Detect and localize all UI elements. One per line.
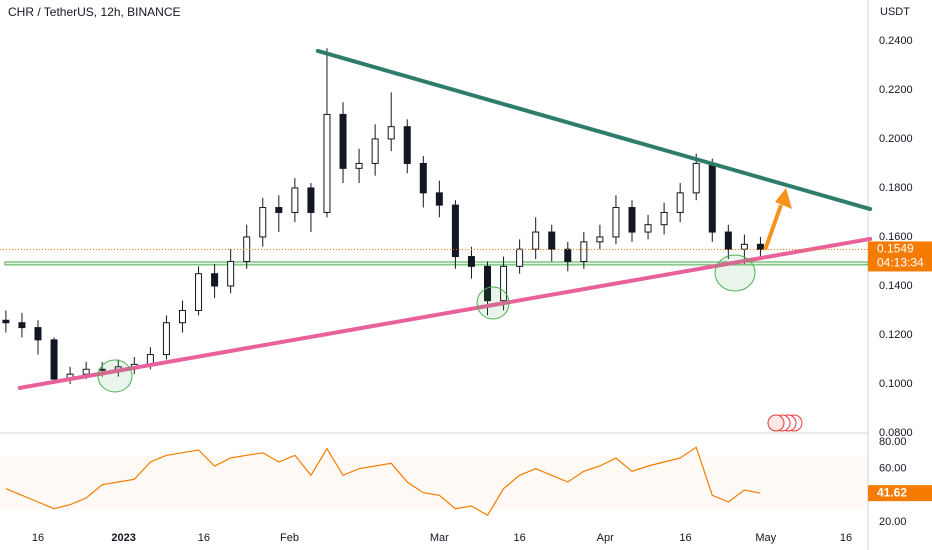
x-tick-label: 16 xyxy=(32,532,44,544)
labels: 16 2023 16 Feb Mar 16 Apr 16 May 16 0.0800 0.1000 0.… xyxy=(32,35,932,544)
rsi-band xyxy=(0,455,868,509)
candle-body xyxy=(692,162,700,194)
y-tick-label: 0.1600 xyxy=(879,231,913,243)
candle-body xyxy=(548,231,556,250)
candle-body xyxy=(419,162,427,194)
y-tick-label: 0.2000 xyxy=(879,133,913,145)
x-tick-label: 16 xyxy=(198,532,210,544)
candle-body xyxy=(227,260,235,287)
candle-body xyxy=(564,248,572,262)
rsi-box xyxy=(868,485,932,502)
candle-body xyxy=(323,113,331,213)
candle-body xyxy=(355,162,363,169)
candle-body xyxy=(34,327,42,341)
candle-body xyxy=(580,241,588,262)
candle-body xyxy=(387,126,395,140)
y-tick-label: 0.1800 xyxy=(879,182,913,194)
y-tick-label: 0.1400 xyxy=(879,280,913,292)
candle-body xyxy=(724,231,732,250)
trendline xyxy=(17,236,873,390)
candle-body xyxy=(596,236,604,243)
candle-body xyxy=(50,339,58,380)
last-price: 0.1549 xyxy=(877,242,914,256)
y-tick-label: 0.2400 xyxy=(879,35,913,47)
trendline xyxy=(315,48,873,212)
candle-body xyxy=(708,162,716,233)
grid xyxy=(0,455,868,509)
chart-title: CHR / TetherUS, 12h, BINANCE xyxy=(8,5,181,19)
rsi-last: 41.62 xyxy=(877,485,907,499)
x-tick-label: Feb xyxy=(280,532,299,544)
y-tick-label: 0.1200 xyxy=(879,329,913,341)
x-tick-label: Mar xyxy=(430,532,449,544)
marks xyxy=(0,48,873,517)
arrow-head xyxy=(775,188,792,209)
flag-icon xyxy=(767,414,803,432)
highlight-circle xyxy=(97,359,133,393)
y-tick-label: 0.0800 xyxy=(879,427,913,439)
y-tick-label: 60.00 xyxy=(879,463,907,475)
x-tick-label: 16 xyxy=(513,532,525,544)
candle-body xyxy=(484,265,492,302)
candle-body xyxy=(371,138,379,164)
axis-unit: USDT xyxy=(880,6,910,18)
candle-body xyxy=(291,187,299,213)
candle-body xyxy=(532,231,540,250)
y-tick-label: 20.00 xyxy=(879,516,907,528)
x-tick-label: 16 xyxy=(679,532,691,544)
candle-body xyxy=(451,204,459,258)
price-box xyxy=(868,241,932,272)
candle-body xyxy=(2,319,10,324)
candle-body xyxy=(82,368,90,375)
candle-body xyxy=(339,113,347,169)
x-tick-label: 2023 xyxy=(111,532,135,544)
x-tick-label: May xyxy=(755,532,776,544)
candle-body xyxy=(195,273,203,311)
candle-body xyxy=(162,322,170,356)
candle-body xyxy=(275,207,283,213)
candle-body xyxy=(756,243,764,250)
candle-body xyxy=(644,224,652,233)
x-tick-label: 16 xyxy=(840,532,852,544)
countdown: 04:13:34 xyxy=(877,256,924,270)
candle-body xyxy=(403,126,411,164)
candle-body xyxy=(259,207,267,238)
candle-body xyxy=(211,273,219,287)
candle-body xyxy=(516,248,524,267)
arrow xyxy=(763,204,783,251)
candle-body xyxy=(307,187,315,213)
highlight-circle xyxy=(714,254,756,292)
y-tick-label: 80.00 xyxy=(879,436,907,448)
candle-body xyxy=(660,211,668,226)
candle-body xyxy=(467,256,475,267)
y-tick-label: 0.2200 xyxy=(879,84,913,96)
x-tick-label: Apr xyxy=(597,532,614,544)
candle-body xyxy=(178,309,186,324)
highlight-circle xyxy=(476,286,510,320)
candle-body xyxy=(628,207,636,233)
candle-body xyxy=(740,243,748,250)
candle-body xyxy=(612,207,620,238)
candle-body xyxy=(500,265,508,302)
candle-body xyxy=(18,322,26,329)
candle-body xyxy=(676,192,684,213)
candle-body xyxy=(435,192,443,206)
rsi-line xyxy=(5,446,761,517)
y-tick-label: 0.1000 xyxy=(879,378,913,390)
